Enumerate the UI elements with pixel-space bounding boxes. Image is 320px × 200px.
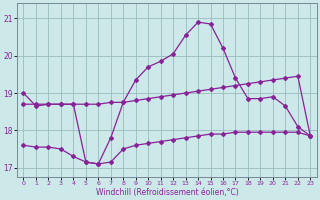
X-axis label: Windchill (Refroidissement éolien,°C): Windchill (Refroidissement éolien,°C) bbox=[96, 188, 238, 197]
